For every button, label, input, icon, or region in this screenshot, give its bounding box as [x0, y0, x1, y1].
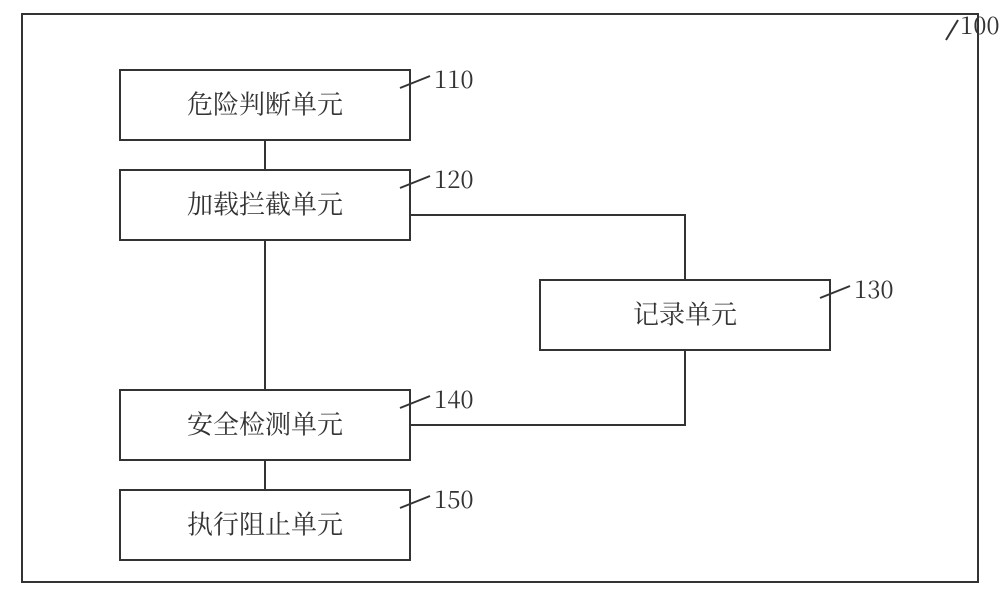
node-130: 记录单元 130 [540, 270, 894, 350]
edge-3 [410, 215, 685, 280]
outer-frame-tick [946, 20, 958, 40]
node-ref-110: 110 [434, 60, 474, 95]
node-ref-120: 120 [434, 160, 474, 195]
node-tick-110 [400, 76, 430, 88]
node-ref-130: 130 [854, 270, 894, 305]
node-120: 加载拦截单元 120 [120, 160, 474, 240]
node-140: 安全检测单元 140 [120, 380, 474, 460]
node-150: 执行阻止单元 150 [120, 480, 474, 560]
node-110: 危险判断单元 110 [120, 60, 474, 140]
node-label-110: 危险判断单元 [187, 85, 343, 122]
outer-frame-ref: 100 [960, 6, 1000, 41]
node-ref-140: 140 [434, 380, 474, 415]
node-label-130: 记录单元 [633, 295, 737, 332]
outer-frame [22, 14, 978, 582]
node-label-140: 安全检测单元 [187, 405, 343, 442]
node-ref-150: 150 [434, 480, 474, 515]
node-label-120: 加载拦截单元 [187, 185, 343, 222]
node-tick-130 [820, 286, 850, 298]
node-tick-120 [400, 176, 430, 188]
node-tick-150 [400, 496, 430, 508]
node-tick-140 [400, 396, 430, 408]
node-label-150: 执行阻止单元 [187, 505, 343, 542]
